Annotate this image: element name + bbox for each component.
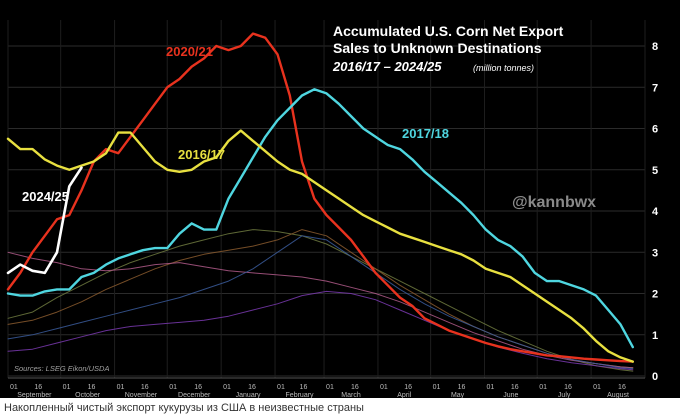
y-tick-label-6: 6 (652, 124, 658, 136)
series-line-2016-17 (6, 129, 634, 363)
chart-subtitle: 2016/17 – 2024/25 (332, 59, 442, 74)
series-label-2024-25: 2024/25 (22, 189, 69, 204)
y-tick-label-7: 7 (652, 82, 658, 94)
x-tick-label-01: 01 (593, 384, 601, 391)
x-tick-label-16: 16 (458, 384, 466, 391)
x-tick-label-16: 16 (564, 384, 572, 391)
x-tick-label-01: 01 (117, 384, 125, 391)
x-tick-label-16: 16 (511, 384, 519, 391)
month-label-february: February (286, 392, 315, 398)
month-label-may: May (451, 392, 465, 398)
x-tick-label-16: 16 (141, 384, 149, 391)
series-line-2017-18 (6, 88, 634, 349)
y-tick-label-2: 2 (652, 289, 658, 301)
x-tick-label-16: 16 (88, 384, 96, 391)
month-label-august: August (607, 392, 629, 398)
series-line-2020-21 (6, 32, 634, 363)
month-label-september: September (17, 392, 52, 398)
month-label-march: March (341, 392, 361, 398)
series-label-2016-17: 2016/17 (178, 147, 225, 162)
x-tick-label-16: 16 (300, 384, 308, 391)
source-note: Sources: LSEG Eikon/USDA (14, 364, 109, 373)
y-tick-label-8: 8 (652, 41, 658, 53)
x-tick-label-16: 16 (194, 384, 202, 391)
x-tick-label-01: 01 (326, 384, 334, 391)
x-tick-label-16: 16 (618, 384, 626, 391)
series-label-2020-21: 2020/21 (166, 44, 213, 59)
y-tick-label-1: 1 (652, 330, 658, 342)
x-tick-label-01: 01 (10, 384, 18, 391)
series-line-2022-23 (7, 235, 634, 370)
x-tick-label-01: 01 (433, 384, 441, 391)
y-tick-label-3: 3 (652, 247, 658, 259)
y-tick-label-5: 5 (652, 165, 658, 177)
x-tick-label-16: 16 (404, 384, 412, 391)
month-label-november: November (125, 392, 158, 398)
x-tick-label-01: 01 (63, 384, 71, 391)
month-label-july: July (558, 392, 571, 398)
x-tick-label-16: 16 (351, 384, 359, 391)
chart-container: 0 1 2 3 4 5 6 7 8 01 16 September 01 16 October 01 16 Nov… (0, 0, 680, 399)
x-tick-label-01: 01 (223, 384, 231, 391)
x-tick-label-16: 16 (248, 384, 256, 391)
x-tick-label-01: 01 (487, 384, 495, 391)
chart-units: (million tonnes) (473, 63, 534, 73)
series-line-2024-25 (6, 166, 83, 275)
image-caption: Накопленный чистый экспорт кукурузы из С… (4, 402, 364, 414)
grid (7, 20, 646, 378)
series-label-2017-18: 2017/18 (402, 126, 449, 141)
x-tick-label-01: 01 (539, 384, 547, 391)
month-label-june: June (503, 392, 518, 398)
y-tick-label-0: 0 (652, 371, 658, 383)
x-tick-label-01: 01 (380, 384, 388, 391)
month-label-april: April (397, 392, 411, 398)
chart-title-line-2: Sales to Unknown Destinations (333, 40, 542, 56)
x-tick-label-01: 01 (277, 384, 285, 391)
series-line-2023-24 (7, 290, 634, 371)
series-lines (6, 32, 634, 372)
y-tick-label-4: 4 (652, 206, 659, 218)
x-tick-label-01: 01 (169, 384, 177, 391)
x-tick-label-16: 16 (34, 384, 42, 391)
chart-title-line-1: Accumulated U.S. Corn Net Export (333, 23, 564, 39)
month-label-january: January (236, 392, 261, 398)
series-line-2018-19 (7, 229, 634, 372)
month-label-october: October (75, 392, 101, 398)
month-label-december: December (178, 392, 211, 398)
watermark: @kannbwx (512, 194, 596, 211)
